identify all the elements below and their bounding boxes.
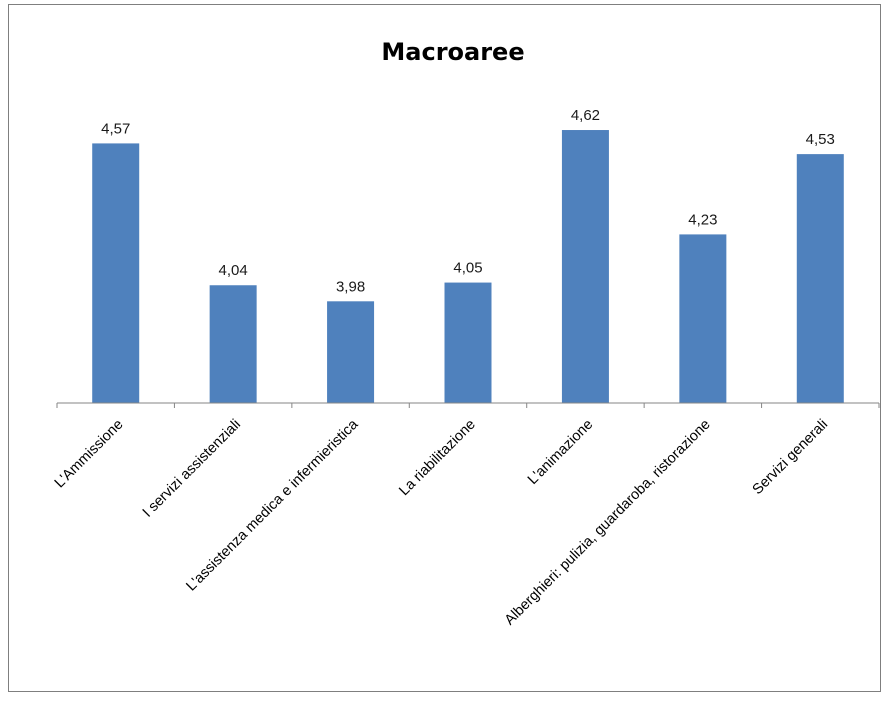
x-tick-label-4: La riabilitazione xyxy=(396,417,479,500)
x-axis-ticks xyxy=(56,403,880,408)
bar-4 xyxy=(444,282,492,403)
x-axis-tick-labels: L'Ammissione I servizi assistenzialiL'ass… xyxy=(52,416,831,629)
bar-3 xyxy=(327,301,375,403)
x-tick-label-5: L'animazione xyxy=(525,417,596,488)
x-tick-label-1: L'Ammissione xyxy=(52,417,127,492)
data-label-7: 4,53 xyxy=(806,131,835,148)
bar-6 xyxy=(679,234,727,403)
bars-layer xyxy=(92,130,844,403)
x-tick-label-7: Servizi generali xyxy=(750,417,831,498)
data-label-2: 4,04 xyxy=(219,262,248,279)
data-labels: 4,57 4,04 3,98 4,05 4,62 4,23 4,53 xyxy=(101,107,835,295)
data-label-5: 4,62 xyxy=(571,107,600,124)
bar-1 xyxy=(92,143,140,403)
data-label-3: 3,98 xyxy=(336,278,365,295)
data-label-4: 4,05 xyxy=(453,260,482,277)
bar-2 xyxy=(209,285,257,403)
bar-5 xyxy=(561,130,609,403)
chart-title: Macroaree xyxy=(381,38,524,66)
x-tick-label-6: Alberghieri: pulizia, guardaroba, ristor… xyxy=(502,417,714,629)
bar-7 xyxy=(796,154,844,403)
data-label-1: 4,57 xyxy=(101,120,130,137)
data-label-6: 4,23 xyxy=(688,211,717,228)
x-tick-label-2: I servizi assistenziali xyxy=(140,417,244,521)
